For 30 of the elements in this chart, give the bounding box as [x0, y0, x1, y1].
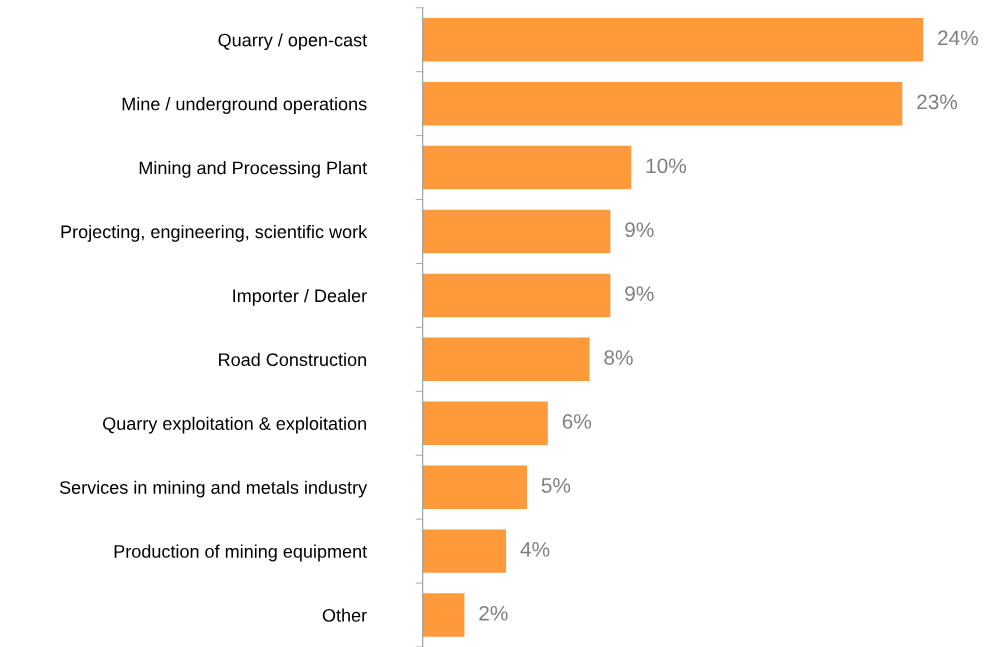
data-label: 9% — [625, 286, 654, 302]
data-label: 8% — [604, 350, 633, 365]
y-tick-label: Mine / underground operations — [122, 97, 367, 114]
y-tick-label: Other — [322, 608, 367, 622]
y-tick-label: Mining and Processing Plant — [139, 161, 368, 178]
bar — [422, 145, 632, 190]
bar — [422, 529, 507, 573]
bar — [422, 209, 611, 254]
bar — [422, 337, 590, 382]
bar — [422, 401, 548, 445]
data-label: 4% — [520, 542, 550, 557]
y-tick-label: Quarry / open-cast — [218, 33, 368, 51]
data-label: 24% — [938, 30, 978, 46]
bar — [422, 465, 527, 509]
y-tick-label: Production of mining equipment — [114, 544, 368, 562]
y-tick-label: Road Construction — [219, 352, 366, 367]
data-label: 5% — [541, 478, 571, 493]
y-tick-label: Importer / Dealer — [233, 288, 367, 306]
bar — [422, 273, 611, 318]
y-tick-label: Projecting, engineering, scientific work — [61, 224, 368, 242]
bar — [422, 593, 465, 637]
data-label: 2% — [479, 605, 508, 621]
data-label: 23% — [917, 94, 958, 110]
y-tick-label: Services in mining and metals industry — [59, 480, 368, 498]
data-label: 9% — [625, 222, 654, 238]
y-tick-label: Quarry exploitation & exploitation — [103, 416, 366, 434]
bar — [422, 17, 924, 62]
data-label: 10% — [646, 158, 687, 174]
bar — [422, 81, 903, 126]
data-label: 6% — [562, 414, 592, 429]
